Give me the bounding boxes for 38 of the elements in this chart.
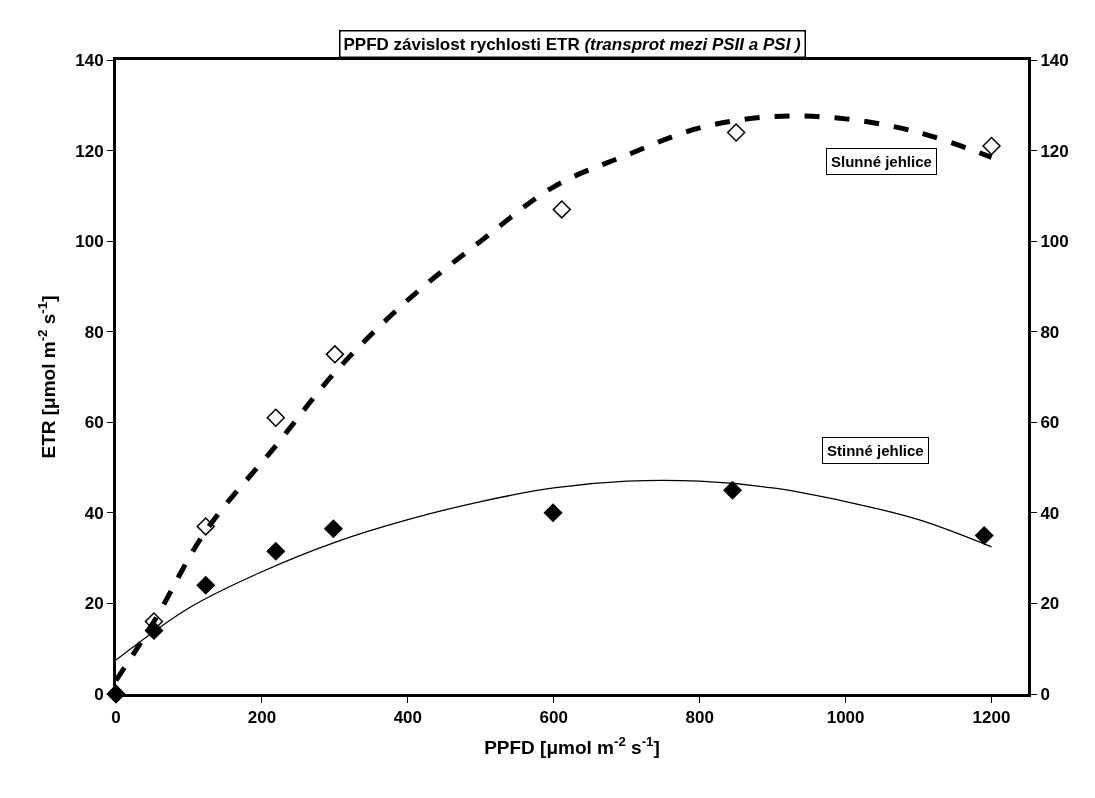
point (266, 542, 285, 561)
x-tick-label: 200 (247, 708, 277, 728)
point (266, 408, 285, 427)
text: Slunné jehlice (831, 153, 932, 170)
x-tick-label: 1200 (972, 708, 1011, 728)
x-tick-label: 600 (539, 708, 568, 728)
y-tick-label: 100 (75, 232, 104, 252)
y2-tick-label: 140 (1040, 50, 1069, 70)
point (325, 345, 345, 364)
y2-tick-label: 0 (1040, 684, 1050, 704)
x-tick-label: 0 (111, 708, 121, 728)
y2-tick-label: 120 (1040, 141, 1069, 161)
y-tick-label: 120 (75, 141, 104, 161)
point (975, 526, 994, 545)
x-axis-title: PPFD [μmol m$^{-2}$ s$^{-1}$] (484, 734, 660, 759)
y2-tick-label: 60 (1040, 413, 1060, 433)
point (726, 123, 746, 142)
point (552, 200, 571, 219)
text: Stinné jehlice (827, 442, 924, 459)
point (723, 481, 742, 500)
point (196, 576, 215, 595)
x-tick-label: 800 (685, 708, 714, 728)
y-tick-label: 20 (84, 594, 104, 614)
y2-tick-label: 40 (1040, 503, 1060, 523)
y-tick-label: 0 (94, 684, 104, 704)
y2-tick-label: 100 (1040, 232, 1069, 252)
y-tick-label: 40 (84, 503, 104, 523)
y-tick-label: 140 (75, 50, 104, 70)
y2-tick-label: 20 (1040, 594, 1060, 614)
point (543, 503, 563, 523)
y2-tick-label: 80 (1040, 322, 1060, 342)
y-tick-label: 60 (84, 413, 104, 433)
x-tick-label: 1000 (826, 708, 865, 728)
point (982, 136, 1001, 156)
y-tick-label: 80 (84, 322, 104, 342)
point (324, 519, 343, 538)
x-tick-label: 400 (393, 708, 423, 728)
chart-title: PPFD závislost rychlosti ETR (transprot mezi PSII a PSI ) (343, 34, 802, 54)
